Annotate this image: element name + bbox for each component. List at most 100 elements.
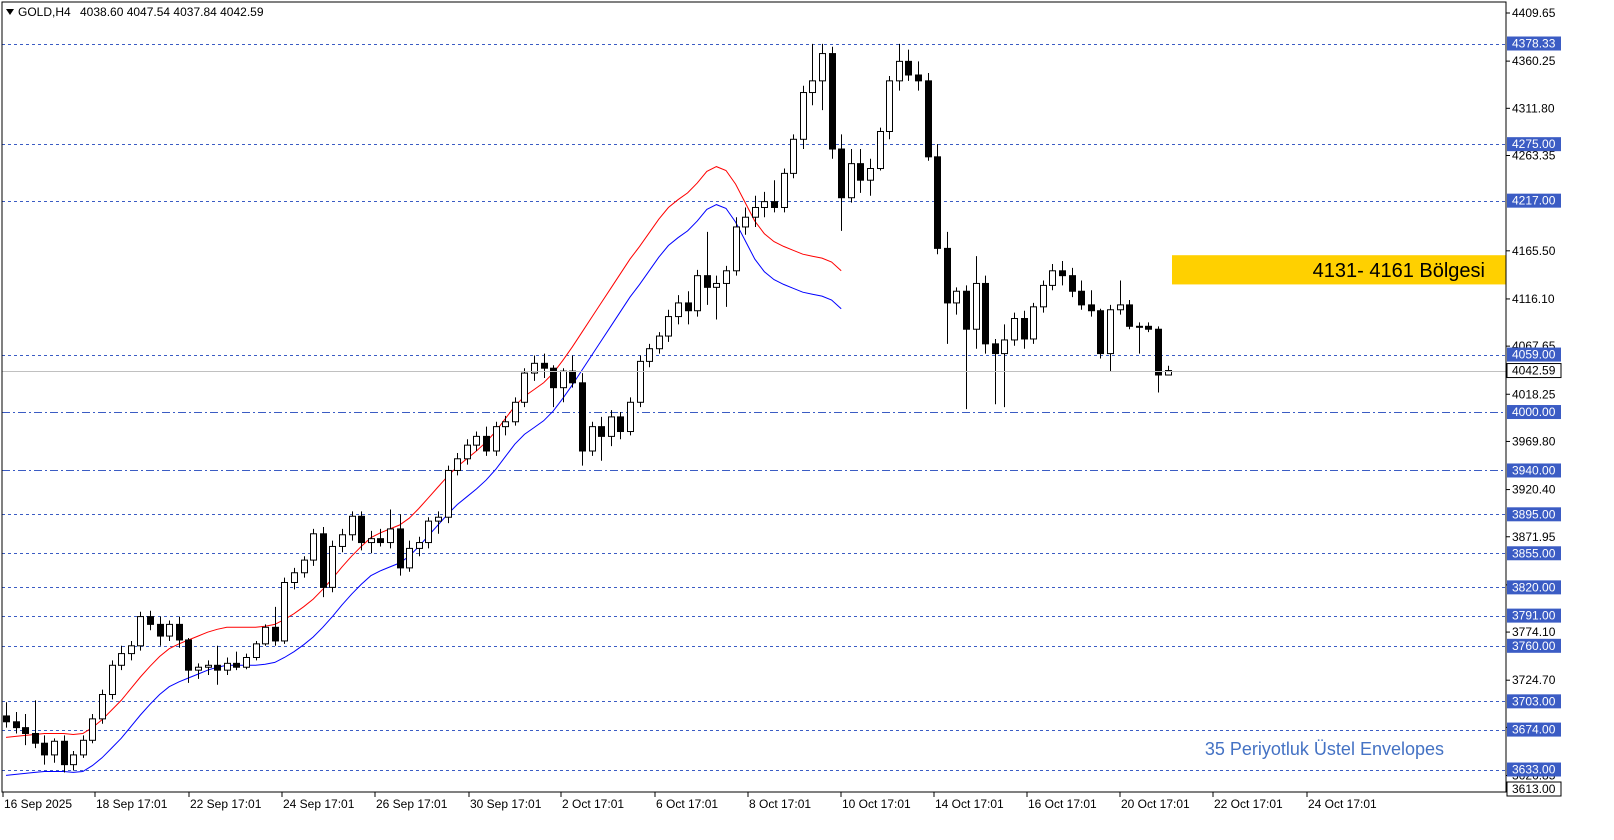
candle[interactable] [934, 144, 941, 255]
candle[interactable] [166, 620, 173, 641]
candle[interactable] [560, 368, 567, 403]
candle[interactable] [713, 275, 720, 320]
candle[interactable] [70, 751, 77, 771]
candle[interactable] [512, 397, 519, 426]
candle[interactable] [1030, 302, 1037, 344]
level-tag[interactable] [1507, 36, 1561, 51]
candle[interactable] [1049, 263, 1056, 291]
candle[interactable] [1136, 322, 1143, 354]
candle[interactable] [128, 640, 135, 661]
candle[interactable] [656, 332, 663, 354]
level-tag[interactable] [1507, 580, 1561, 595]
candle[interactable] [262, 624, 269, 646]
candle[interactable] [416, 536, 423, 557]
candle[interactable] [397, 514, 404, 576]
candle[interactable] [1001, 324, 1008, 408]
candle[interactable] [973, 256, 980, 349]
candle[interactable] [1011, 312, 1018, 346]
candle[interactable] [925, 73, 932, 161]
candle[interactable] [1088, 290, 1095, 317]
candle[interactable] [790, 134, 797, 179]
candle[interactable] [387, 509, 394, 549]
candle[interactable] [733, 217, 740, 276]
candle[interactable] [1107, 304, 1114, 372]
candle[interactable] [502, 415, 509, 436]
level-tag[interactable] [1507, 463, 1561, 478]
candle[interactable] [1069, 267, 1076, 298]
level-tag[interactable] [1507, 347, 1561, 362]
candle[interactable] [646, 343, 653, 368]
candle[interactable] [339, 528, 346, 553]
candle[interactable] [589, 421, 596, 456]
candle[interactable] [493, 421, 500, 456]
candle[interactable] [915, 61, 922, 91]
candle[interactable] [41, 735, 48, 765]
candle[interactable] [176, 616, 183, 648]
candle[interactable] [377, 528, 384, 547]
candle[interactable] [147, 610, 154, 631]
candle[interactable] [752, 195, 759, 227]
candle[interactable] [368, 530, 375, 554]
candle[interactable] [349, 511, 356, 541]
level-tag[interactable] [1507, 608, 1561, 623]
candle[interactable] [694, 269, 701, 317]
level-tag[interactable] [1507, 405, 1561, 420]
candle[interactable] [1078, 280, 1085, 310]
candle[interactable] [1126, 300, 1133, 330]
candle[interactable] [944, 231, 951, 344]
candle[interactable] [185, 638, 192, 683]
candle[interactable] [953, 287, 960, 315]
candle[interactable] [963, 285, 970, 410]
candle[interactable] [1021, 310, 1028, 349]
candle[interactable] [809, 43, 816, 106]
candle[interactable] [1040, 280, 1047, 313]
candle[interactable] [723, 265, 730, 307]
candle[interactable] [1155, 326, 1162, 393]
candle[interactable] [637, 355, 644, 408]
candle[interactable] [550, 365, 557, 408]
candle[interactable] [838, 134, 845, 231]
candle[interactable] [848, 149, 855, 203]
candle[interactable] [665, 309, 672, 342]
candle[interactable] [579, 373, 586, 466]
candle[interactable] [829, 46, 836, 159]
candle[interactable] [253, 640, 260, 661]
candle[interactable] [22, 713, 29, 746]
candle[interactable] [214, 645, 221, 685]
candle[interactable] [608, 410, 615, 447]
candle[interactable] [89, 713, 96, 744]
candle[interactable] [857, 149, 864, 193]
candle[interactable] [521, 368, 528, 408]
candle[interactable] [118, 645, 125, 671]
candle[interactable] [51, 738, 58, 763]
level-tag[interactable] [1507, 193, 1561, 208]
candle[interactable] [781, 168, 788, 213]
candle[interactable] [224, 657, 231, 676]
candle[interactable] [425, 517, 432, 549]
candle[interactable] [80, 735, 87, 758]
candle[interactable] [233, 651, 240, 671]
candle[interactable] [675, 295, 682, 325]
candle[interactable] [1097, 308, 1104, 359]
candle[interactable] [867, 158, 874, 196]
candle[interactable] [320, 526, 327, 598]
candle[interactable] [819, 43, 826, 111]
candle[interactable] [157, 616, 164, 646]
current-price-tag[interactable] [1506, 363, 1562, 379]
level-tag[interactable] [1507, 546, 1561, 561]
candle[interactable] [205, 660, 212, 676]
candle[interactable] [896, 43, 903, 91]
candle[interactable] [886, 75, 893, 140]
candle[interactable] [1145, 322, 1152, 333]
triangle-down-icon[interactable] [6, 9, 14, 15]
candle[interactable] [877, 127, 884, 171]
candle[interactable] [1165, 365, 1172, 376]
candle[interactable] [627, 397, 634, 436]
candle[interactable] [281, 577, 288, 644]
candle[interactable] [905, 49, 912, 81]
candle[interactable] [358, 511, 365, 551]
candle[interactable] [99, 689, 106, 724]
candle[interactable] [32, 700, 39, 749]
level-tag[interactable] [1507, 694, 1561, 709]
